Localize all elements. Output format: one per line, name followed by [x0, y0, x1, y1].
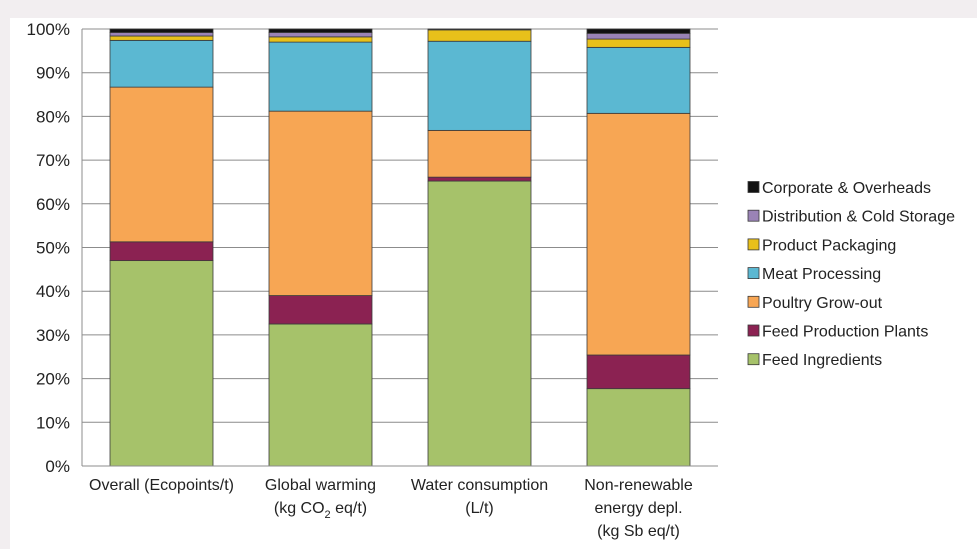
legend-swatch [747, 209, 760, 222]
axes [81, 29, 718, 467]
legend-item-corporate-and-overheads: Corporate & Overheads [747, 180, 931, 197]
bar-segment-corporate-and-overheads [268, 28, 373, 33]
bar-segment-meat-processing [109, 39, 214, 88]
x-category-label: Overall (Ecopoints/t) [89, 477, 234, 494]
bar-segment-feed-production-plants [427, 176, 532, 182]
legend-item-feed-production-plants: Feed Production Plants [747, 324, 928, 341]
bar-segment-meat-processing [586, 46, 691, 114]
bar-segment-corporate-and-overheads [109, 28, 214, 33]
x-category-label: Global warming (kg CO2 eq/t) [265, 477, 376, 521]
stacked-bar-chart: 0% 10% 20% 30% 40% 50% 60% 70% 80% 90% 100% Overal… [27, 20, 956, 540]
bar-stacks [109, 28, 691, 467]
y-tick-label: 20% [36, 370, 70, 389]
bar-segment-feed-ingredients [268, 323, 373, 467]
y-tick-label: 10% [36, 413, 70, 432]
bar-segment-feed-ingredients [109, 260, 214, 467]
bar-segment-product-packaging [109, 35, 214, 41]
legend-item-product-packaging: Product Packaging [747, 237, 896, 254]
bar-segment-distribution-and-cold-storage [586, 32, 691, 40]
bar-segment-feed-ingredients [586, 388, 691, 467]
bar-segment-meat-processing [427, 40, 532, 131]
legend-label: Corporate & Overheads [762, 180, 931, 197]
legend-swatch [747, 353, 760, 366]
legend-label: Poultry Grow-out [762, 295, 883, 312]
bar-segment-poultry-grow-out [268, 110, 373, 296]
legend-label: Distribution & Cold Storage [762, 209, 955, 226]
bar-segment-poultry-grow-out [586, 112, 691, 356]
bar-segment-product-packaging [427, 29, 532, 42]
legend-label: Meat Processing [762, 266, 881, 283]
legend-swatch [747, 267, 760, 280]
bar-segment-feed-production-plants [268, 295, 373, 325]
legend-label: Feed Production Plants [762, 324, 928, 341]
y-tick-label: 60% [36, 195, 70, 214]
legend-swatch [747, 181, 760, 193]
y-tick-label: 50% [36, 239, 70, 258]
chart-panel: 0% 10% 20% 30% 40% 50% 60% 70% 80% 90% 100% Overal… [10, 18, 977, 549]
legend-label: Feed Ingredients [762, 352, 882, 369]
y-tick-label: 0% [45, 457, 70, 476]
bar-segment-corporate-and-overheads [586, 28, 691, 34]
bar-segment-product-packaging [586, 38, 691, 48]
legend-item-feed-ingredients: Feed Ingredients [747, 352, 882, 369]
y-tick-label: 100% [27, 20, 70, 39]
legend-swatch [747, 295, 760, 308]
bar-segment-product-packaging [268, 36, 373, 43]
y-tick-label: 90% [36, 64, 70, 83]
x-category-labels: Overall (Ecopoints/t) Global warming (kg C… [89, 477, 693, 540]
legend-item-distribution-and-cold-storage: Distribution & Cold Storage [747, 209, 955, 226]
x-category-label: Non-renewable energy depl. (kg Sb eq/t) [584, 477, 693, 540]
legend-swatch [747, 324, 760, 337]
legend-swatch [747, 238, 760, 251]
legend-label: Product Packaging [762, 237, 896, 254]
y-tick-label: 30% [36, 326, 70, 345]
bar-segment-poultry-grow-out [109, 86, 214, 243]
bar-segment-poultry-grow-out [427, 129, 532, 178]
y-tick-label: 40% [36, 282, 70, 301]
bar-segment-feed-production-plants [109, 241, 214, 262]
bar-segment-feed-production-plants [586, 354, 691, 390]
y-tick-label: 70% [36, 151, 70, 170]
bar-segment-feed-ingredients [427, 180, 532, 467]
legend-item-poultry-grow-out: Poultry Grow-out [747, 295, 883, 312]
bar-segment-distribution-and-cold-storage [109, 32, 214, 37]
y-tick-label: 80% [36, 107, 70, 126]
bar-segment-meat-processing [268, 41, 373, 112]
y-tick-labels: 0% 10% 20% 30% 40% 50% 60% 70% 80% 90% 100% [27, 20, 70, 476]
x-category-label: Water consumption (L/t) [411, 477, 548, 517]
bar-segment-corporate-and-overheads [427, 28, 532, 31]
legend: Corporate & Overheads Distribution & Cold… [747, 180, 955, 369]
legend-item-meat-processing: Meat Processing [747, 266, 881, 283]
bar-segment-distribution-and-cold-storage [268, 32, 373, 38]
